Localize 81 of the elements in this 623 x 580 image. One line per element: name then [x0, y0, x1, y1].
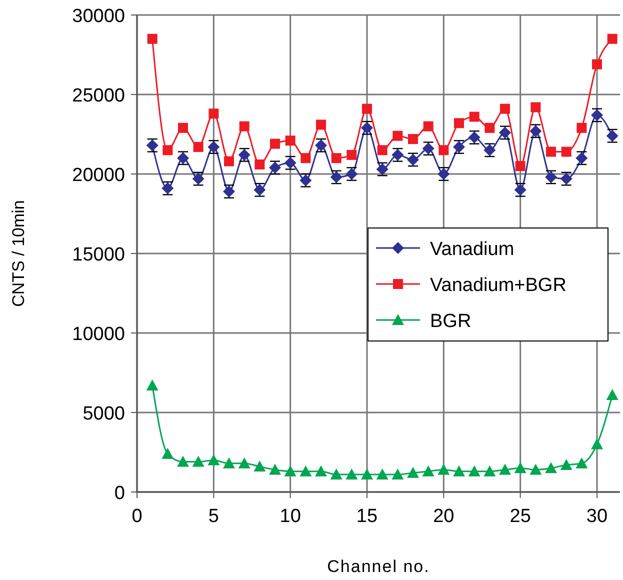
point	[546, 146, 556, 157]
point	[607, 34, 618, 44]
y-tick-label: 15000	[72, 244, 125, 266]
point	[162, 448, 174, 459]
point	[193, 142, 204, 152]
point	[376, 468, 388, 480]
point	[285, 136, 296, 146]
point	[224, 156, 234, 166]
point	[208, 454, 220, 466]
point	[576, 122, 587, 133]
point	[560, 458, 572, 470]
legend-label: BGR	[430, 311, 472, 332]
point	[530, 464, 542, 475]
x-axis-title: Channel no.	[327, 557, 430, 576]
point	[514, 462, 526, 474]
point	[407, 466, 419, 478]
point	[499, 464, 511, 475]
y-axis-title: CNTS / 10min	[9, 200, 28, 307]
point	[545, 462, 557, 474]
point	[177, 456, 189, 467]
point	[238, 457, 250, 468]
point	[438, 464, 450, 475]
y-tick-label: 20000	[72, 165, 125, 186]
point	[300, 153, 311, 164]
point	[361, 468, 373, 480]
point	[346, 150, 357, 160]
point	[316, 120, 326, 130]
legend-label: Vanadium	[430, 239, 514, 260]
x-tick-label: 30	[586, 506, 608, 527]
y-tick-label: 10000	[72, 324, 125, 345]
x-tick-label: 25	[510, 506, 531, 527]
x-tick-label: 0	[132, 506, 142, 527]
point	[223, 457, 235, 468]
point	[423, 121, 434, 132]
point	[178, 122, 188, 133]
legend-label: Vanadium+BGR	[430, 275, 566, 296]
x-tick-label: 5	[208, 506, 219, 527]
point	[591, 438, 603, 450]
point	[270, 138, 280, 149]
point	[362, 104, 372, 114]
point	[438, 145, 449, 156]
point	[606, 389, 618, 400]
point	[239, 121, 250, 132]
x-tick-label: 20	[433, 506, 454, 527]
y-tick-label: 30000	[72, 6, 125, 27]
point	[469, 112, 480, 122]
point	[454, 118, 464, 128]
point	[147, 34, 158, 44]
point	[192, 456, 204, 467]
point	[331, 153, 342, 164]
point	[484, 122, 495, 133]
point	[254, 460, 266, 472]
point	[208, 108, 219, 119]
point	[468, 465, 480, 476]
point	[515, 161, 526, 172]
point	[284, 465, 296, 476]
point	[269, 464, 281, 475]
x-tick-label: 10	[280, 506, 301, 527]
x-tick-label: 15	[356, 506, 378, 527]
point	[392, 130, 403, 141]
point	[484, 465, 496, 476]
point	[500, 104, 510, 114]
point	[576, 457, 588, 468]
point	[346, 468, 358, 480]
point	[330, 468, 342, 480]
y-tick-label: 25000	[72, 86, 125, 106]
y-tick-label: 5000	[82, 404, 125, 424]
point	[392, 468, 404, 480]
point	[315, 465, 327, 476]
y-tick-label: 0	[114, 483, 125, 504]
point	[422, 465, 434, 476]
point	[162, 145, 173, 156]
point	[561, 146, 572, 157]
point	[453, 465, 465, 476]
point	[377, 145, 388, 156]
point	[408, 134, 418, 144]
point	[254, 159, 265, 170]
point	[592, 59, 602, 70]
point	[300, 465, 312, 476]
point	[530, 102, 541, 112]
point	[146, 379, 158, 390]
